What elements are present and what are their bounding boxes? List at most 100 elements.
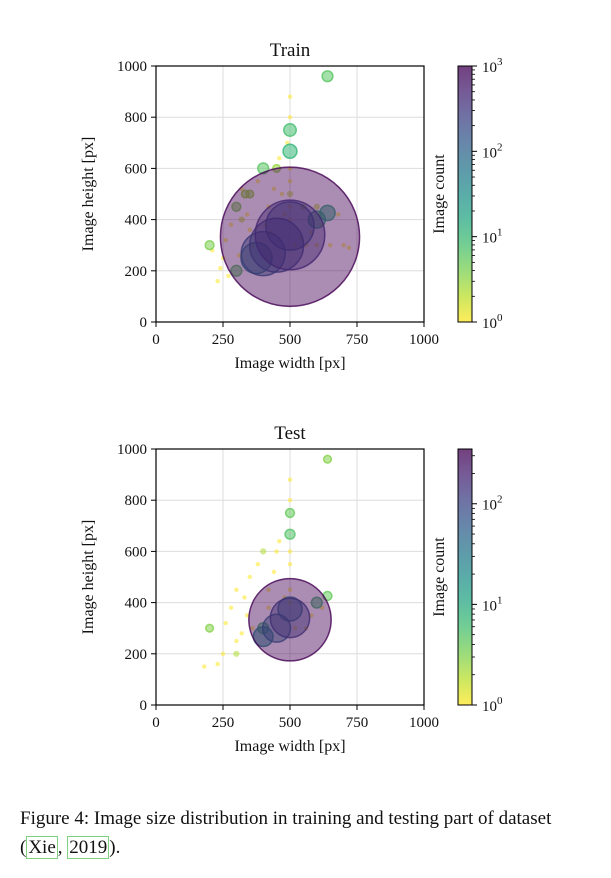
- data-point: [215, 661, 220, 667]
- data-point: [287, 600, 293, 605]
- data-point: [336, 212, 341, 217]
- data-point: [255, 179, 261, 184]
- data-point: [284, 528, 296, 540]
- data-point: [238, 216, 245, 223]
- data-point: [205, 623, 215, 633]
- x-tick-label: 1000: [409, 332, 439, 348]
- colorbar-tick-label: 102: [482, 494, 503, 514]
- data-point: [287, 115, 293, 120]
- data-point: [293, 243, 298, 248]
- grid-lines: [155, 448, 425, 706]
- data-point: [283, 123, 297, 137]
- colorbar-tick-label: 101: [482, 594, 503, 614]
- colorbar-tick-label: 103: [482, 56, 503, 76]
- data-point: [223, 620, 228, 626]
- data-point: [277, 155, 282, 161]
- train-chart: Train 0 250 500 750 1000 0 200 400 600 800 1000 Imag…: [80, 40, 503, 372]
- y-axis-label: Image height [px]: [80, 137, 97, 252]
- data-point: [287, 562, 293, 567]
- x-tick-label: 1000: [409, 715, 439, 731]
- data-point: [215, 278, 220, 284]
- data-point: [266, 587, 271, 592]
- caption-suffix: ).: [109, 837, 121, 858]
- y-tick-label: 600: [125, 544, 148, 560]
- data-point: [279, 191, 285, 197]
- data-point: [277, 596, 303, 622]
- y-tick-label: 400: [125, 596, 148, 612]
- data-point: [204, 240, 215, 251]
- data-point: [287, 94, 293, 99]
- data-point: [269, 597, 311, 639]
- data-point: [244, 212, 250, 217]
- x-tick-label: 500: [279, 715, 302, 731]
- data-point: [271, 186, 277, 192]
- data-point: [223, 237, 228, 243]
- colorbar-tick-label: 100: [482, 695, 503, 715]
- data-point: [228, 605, 234, 610]
- data-point: [284, 507, 296, 519]
- data-point: [287, 498, 293, 503]
- colorbar-tick-label: 102: [482, 141, 503, 161]
- data-point: [261, 613, 292, 643]
- y-tick-label: 200: [125, 647, 148, 663]
- data-point: [266, 605, 271, 610]
- data-point: [274, 549, 279, 554]
- data-point: [321, 70, 334, 83]
- data-point: [248, 577, 332, 662]
- data-point: [248, 217, 305, 273]
- figure-caption: Figure 4: Image size distribution in tra…: [20, 804, 595, 862]
- data-point: [239, 631, 244, 636]
- data-point: [282, 143, 298, 159]
- data-point: [277, 538, 282, 544]
- data-point: [313, 203, 320, 210]
- x-axis-label: Image width [px]: [234, 738, 345, 755]
- data-point: [231, 201, 242, 212]
- scatter-points: [202, 454, 333, 669]
- citation-author-link[interactable]: Xie: [26, 836, 58, 859]
- data-point: [310, 596, 323, 609]
- data-point: [328, 243, 333, 248]
- data-point: [230, 264, 243, 277]
- x-tick-label: 0: [152, 332, 160, 348]
- chart-title: Train: [270, 40, 311, 61]
- data-point: [240, 189, 250, 199]
- colorbar: 100 101 102 Image count: [431, 448, 503, 715]
- data-point: [307, 210, 327, 229]
- x-tick-label: 250: [212, 715, 235, 731]
- colorbar-tick-label: 101: [482, 227, 503, 247]
- data-point: [202, 664, 207, 669]
- data-point: [287, 179, 293, 184]
- colorbar-label: Image count: [431, 537, 448, 617]
- data-point: [287, 204, 293, 209]
- data-point: [218, 266, 223, 271]
- data-point: [233, 650, 240, 657]
- data-point: [220, 651, 226, 656]
- colorbar-gradient: [457, 65, 473, 323]
- data-point: [287, 477, 293, 482]
- data-point: [226, 273, 231, 279]
- data-point: [234, 638, 239, 644]
- y-tick-label: 800: [125, 110, 148, 126]
- data-point: [293, 626, 298, 631]
- data-point: [314, 243, 319, 248]
- y-tick-label: 1000: [117, 442, 147, 458]
- data-point: [287, 587, 293, 592]
- data-point: [250, 243, 255, 248]
- colorbar-label: Image count: [431, 154, 448, 234]
- y-axis-label: Image height [px]: [80, 520, 97, 635]
- citation-year-link[interactable]: 2019: [67, 836, 110, 859]
- data-point: [247, 574, 252, 580]
- colorbar: 100 101 102 103 Image count: [431, 56, 503, 332]
- data-point: [228, 222, 234, 227]
- data-point: [234, 587, 239, 592]
- y-tick-label: 400: [125, 213, 148, 229]
- data-point: [236, 253, 242, 258]
- data-point: [255, 562, 261, 567]
- data-point: [271, 569, 277, 575]
- y-tick-label: 1000: [117, 59, 147, 75]
- data-point: [341, 243, 346, 248]
- y-tick-label: 0: [140, 698, 148, 714]
- caption-prefix: Figure 4: Image size distribution in tra…: [20, 808, 552, 858]
- colorbar-tick-label: 100: [482, 312, 503, 332]
- chart-title: Test: [274, 423, 306, 444]
